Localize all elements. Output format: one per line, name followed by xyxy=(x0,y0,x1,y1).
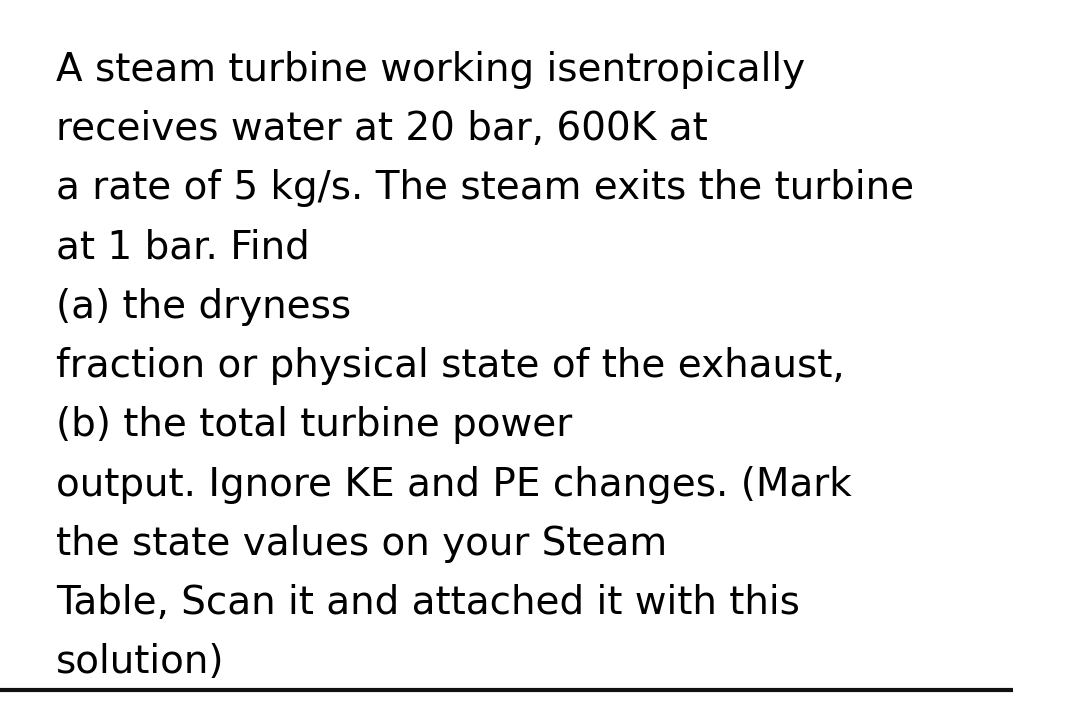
Text: at 1 bar. Find: at 1 bar. Find xyxy=(56,228,310,267)
Text: the state values on your Steam: the state values on your Steam xyxy=(56,525,666,563)
Text: output. Ignore KE and PE changes. (Mark: output. Ignore KE and PE changes. (Mark xyxy=(56,466,851,504)
Text: solution): solution) xyxy=(56,643,225,682)
Text: A steam turbine working isentropically: A steam turbine working isentropically xyxy=(56,51,805,89)
Text: (a) the dryness: (a) the dryness xyxy=(56,288,351,326)
Text: Table, Scan it and attached it with this: Table, Scan it and attached it with this xyxy=(56,584,799,623)
Text: fraction or physical state of the exhaust,: fraction or physical state of the exhaus… xyxy=(56,347,845,385)
Text: (b) the total turbine power: (b) the total turbine power xyxy=(56,406,572,445)
Text: receives water at 20 bar, 600K at: receives water at 20 bar, 600K at xyxy=(56,110,707,148)
Text: a rate of 5 kg/s. The steam exits the turbine: a rate of 5 kg/s. The steam exits the tu… xyxy=(56,169,914,208)
